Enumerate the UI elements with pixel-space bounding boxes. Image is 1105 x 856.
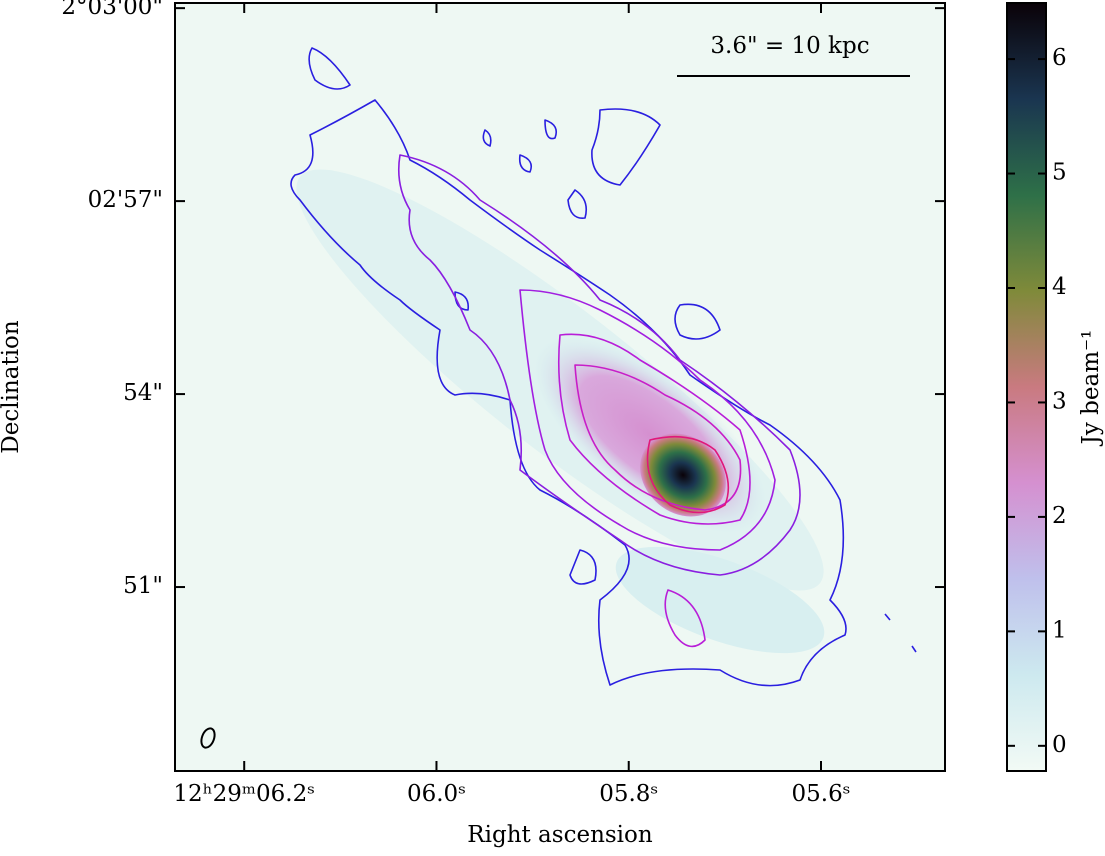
- colorbar-tick-label: 5: [1052, 160, 1067, 186]
- contour: [290, 99, 847, 687]
- colorbar-tick-label: 4: [1052, 274, 1067, 300]
- colorbar-label: Jy beam⁻¹: [1078, 330, 1104, 447]
- contour: [397, 154, 801, 576]
- y-tick-label: 2°03'00": [61, 0, 163, 20]
- y-tick-label: 02'57": [88, 187, 163, 213]
- plot-frame: [174, 2, 946, 772]
- x-tick-label: 05.6ˢ: [792, 781, 851, 807]
- beam: [200, 727, 216, 749]
- contour: [519, 289, 776, 551]
- scale-bar-label: 3.6" = 10 kpc: [710, 33, 869, 59]
- emission-tail: [615, 546, 825, 654]
- x-tick-label: 05.8ˢ: [599, 781, 658, 807]
- colorbar-tick-label: 6: [1052, 45, 1067, 71]
- contour: [574, 364, 742, 511]
- contour: [557, 333, 751, 648]
- contour: [646, 435, 730, 514]
- y-axis-label: Declination: [0, 320, 24, 454]
- colorbar: [1007, 3, 1046, 771]
- x-tick-label: 12ʰ29ᵐ06.2ˢ: [173, 781, 315, 807]
- colorbar-tick-label: 2: [1052, 503, 1067, 529]
- x-axis-label: Right ascension: [467, 822, 653, 848]
- colorbar-tick-label: 1: [1052, 617, 1067, 643]
- colorbar-tick-label: 3: [1052, 388, 1067, 414]
- x-tick-label: 06.0ˢ: [407, 781, 466, 807]
- colorbar-tick-label: 0: [1052, 732, 1067, 758]
- image: [175, 3, 945, 771]
- y-tick-label: 54": [123, 380, 163, 406]
- colorbar-frame: [1006, 2, 1047, 772]
- contour: [308, 47, 917, 653]
- y-tick-label: 51": [123, 573, 163, 599]
- contours: [290, 47, 917, 687]
